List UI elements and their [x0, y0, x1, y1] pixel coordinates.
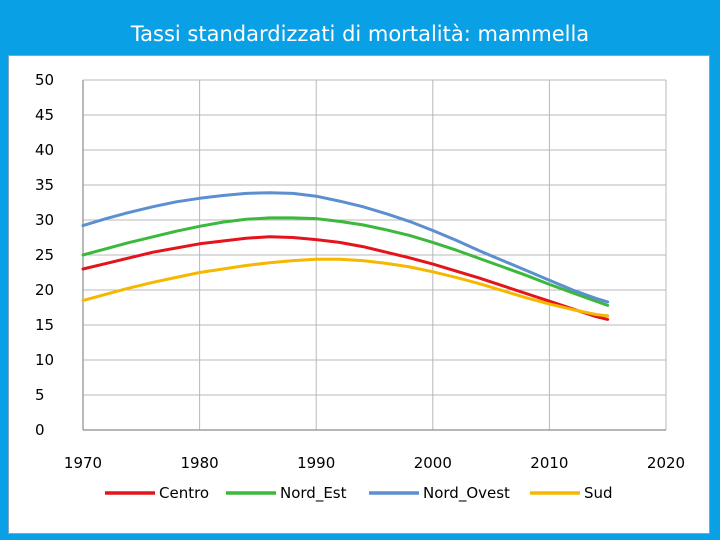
legend-label: Centro [159, 484, 209, 502]
x-tick-label: 1970 [64, 454, 102, 472]
y-tick-label: 30 [35, 211, 54, 229]
y-tick-label: 0 [35, 421, 45, 439]
series-line-centro [81, 235, 610, 321]
y-tick-label: 20 [35, 281, 54, 299]
x-tick-label: 2000 [414, 454, 452, 472]
series-line-nord-est [81, 216, 610, 307]
chart-frame: 0 5 10 15 20 25 30 35 40 45 50 1970 1980 1990 2000 201… [8, 55, 710, 534]
legend: Centro Nord_Est Nord_Ovest Sud [105, 484, 613, 503]
legend-label: Nord_Est [280, 484, 347, 503]
y-tick-labels: 0 5 10 15 20 25 30 35 40 45 50 [35, 71, 54, 439]
y-tick-label: 5 [35, 386, 45, 404]
slide-title: Tassi standardizzati di mortalità: mamme… [130, 22, 590, 46]
x-tick-labels: 1970 1980 1990 2000 2010 2020 [64, 454, 685, 472]
y-tick-label: 45 [35, 106, 54, 124]
y-tick-label: 40 [35, 141, 54, 159]
series-line-nord-ovest [81, 191, 610, 304]
line-chart: 0 5 10 15 20 25 30 35 40 45 50 1970 1980 1990 2000 201… [35, 71, 685, 503]
x-tick-label: 2010 [530, 454, 568, 472]
x-tick-label: 1990 [297, 454, 335, 472]
legend-label: Nord_Ovest [423, 484, 510, 503]
x-tick-label: 1980 [181, 454, 219, 472]
y-tick-label: 15 [35, 316, 54, 334]
y-tick-label: 50 [35, 71, 54, 89]
y-tick-label: 35 [35, 176, 54, 194]
series-line-sud [81, 257, 610, 318]
legend-label: Sud [584, 484, 613, 502]
x-tick-label: 2020 [647, 454, 685, 472]
gridlines [83, 79, 667, 430]
y-tick-label: 25 [35, 246, 54, 264]
series-lines [81, 191, 610, 321]
y-tick-label: 10 [35, 351, 54, 369]
